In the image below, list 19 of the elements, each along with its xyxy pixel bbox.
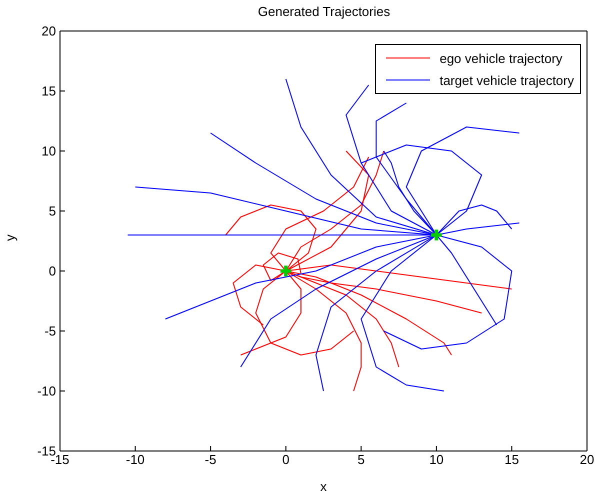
x-tick-label: 20 bbox=[580, 452, 594, 468]
y-tick-label: 10 bbox=[42, 144, 56, 159]
x-axis-title: x bbox=[320, 479, 328, 491]
legend-label: target vehicle trajectory bbox=[440, 72, 574, 88]
x-tick-label: 15 bbox=[504, 452, 519, 468]
x-tick-label: -5 bbox=[204, 452, 216, 468]
y-axis-title: y bbox=[2, 234, 18, 241]
y-tick-label: -5 bbox=[44, 324, 56, 339]
x-tick-label: -10 bbox=[126, 452, 145, 468]
x-tick-label: 10 bbox=[429, 452, 444, 468]
y-tick-label: 15 bbox=[42, 84, 56, 99]
legend-label: ego vehicle trajectory bbox=[440, 50, 562, 66]
x-tick-label: 5 bbox=[358, 452, 365, 468]
y-tick-label: 20 bbox=[42, 24, 56, 39]
x-tick-label: 0 bbox=[282, 452, 290, 468]
y-tick-label: 0 bbox=[48, 264, 56, 279]
chart-title: Generated Trajectories bbox=[256, 4, 392, 19]
y-tick-label: 5 bbox=[48, 204, 56, 219]
y-tick-label: -10 bbox=[37, 384, 56, 399]
